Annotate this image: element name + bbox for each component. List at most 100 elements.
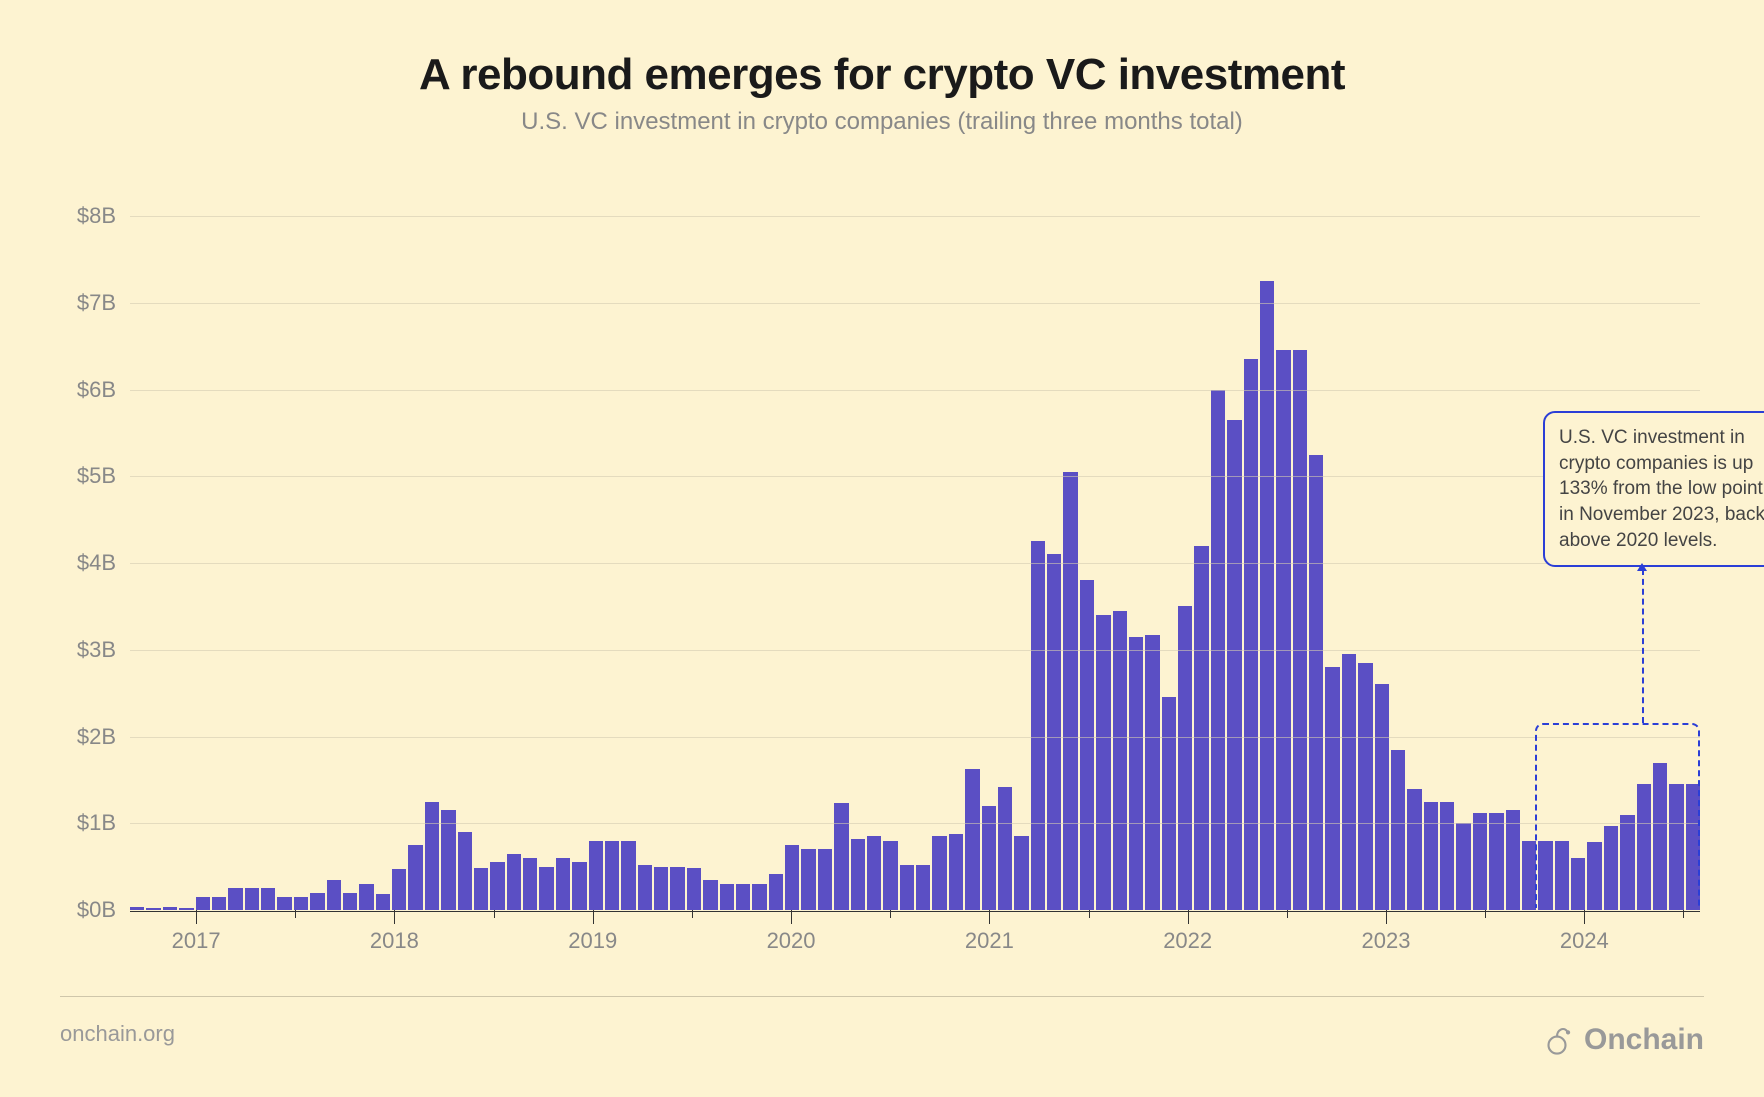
bar <box>801 849 815 910</box>
bar <box>1424 802 1438 910</box>
bar <box>982 806 996 910</box>
bar <box>1342 654 1356 910</box>
bar <box>670 867 684 910</box>
y-tick-label: $8B <box>77 203 130 229</box>
bar <box>277 897 291 910</box>
x-tick-label: 2018 <box>370 928 419 954</box>
bar <box>1080 580 1094 910</box>
bar <box>1375 684 1389 910</box>
bar <box>1489 813 1503 910</box>
gridline <box>130 476 1700 477</box>
bar <box>474 868 488 910</box>
bar <box>605 841 619 910</box>
x-tick-major <box>1386 910 1387 924</box>
bar <box>294 897 308 910</box>
bar <box>654 867 668 910</box>
y-tick-label: $2B <box>77 724 130 750</box>
bar <box>621 841 635 910</box>
bar <box>1194 546 1208 910</box>
bar <box>720 884 734 910</box>
bar <box>1227 420 1241 910</box>
bar <box>458 832 472 910</box>
bar <box>1145 635 1159 910</box>
bar <box>1162 697 1176 910</box>
x-tick-label: 2019 <box>568 928 617 954</box>
callout-box: U.S. VC investment in crypto companies i… <box>1543 411 1764 567</box>
bar <box>146 908 160 910</box>
bar <box>1473 813 1487 910</box>
chart-title: A rebound emerges for crypto VC investme… <box>60 50 1704 100</box>
bar <box>425 802 439 910</box>
bar <box>228 888 242 910</box>
x-tick-major <box>593 910 594 924</box>
bar <box>1309 455 1323 910</box>
bar <box>1407 789 1421 910</box>
y-tick-label: $4B <box>77 550 130 576</box>
footer-divider <box>60 996 1704 997</box>
bar <box>687 868 701 910</box>
bar <box>851 839 865 910</box>
gridline <box>130 650 1700 651</box>
bar <box>965 769 979 910</box>
onchain-icon <box>1540 1023 1574 1057</box>
x-tick-major <box>791 910 792 924</box>
x-tick-label: 2023 <box>1362 928 1411 954</box>
bar <box>1031 541 1045 910</box>
bar <box>376 894 390 910</box>
gridline <box>130 823 1700 824</box>
gridline <box>130 390 1700 391</box>
y-tick-label: $1B <box>77 810 130 836</box>
x-tick-major <box>394 910 395 924</box>
x-tick-minor <box>1287 910 1288 918</box>
gridline <box>130 303 1700 304</box>
bar <box>408 845 422 910</box>
bar <box>1014 836 1028 910</box>
bar <box>507 854 521 910</box>
bar <box>523 858 537 910</box>
x-tick-label: 2024 <box>1560 928 1609 954</box>
x-tick-major <box>196 910 197 924</box>
source-label: onchain.org <box>60 1021 175 1047</box>
bar <box>867 836 881 910</box>
x-tick-minor <box>890 910 891 918</box>
bar <box>1358 663 1372 910</box>
x-tick-label: 2021 <box>965 928 1014 954</box>
bar <box>1293 350 1307 910</box>
y-tick-label: $3B <box>77 637 130 663</box>
bar <box>1047 554 1061 910</box>
bar <box>1129 637 1143 910</box>
bar <box>359 884 373 910</box>
bar <box>900 865 914 910</box>
bar <box>752 884 766 910</box>
y-tick-label: $5B <box>77 463 130 489</box>
bar <box>1440 802 1454 910</box>
x-tick-minor <box>1089 910 1090 918</box>
bar <box>1276 350 1290 910</box>
bar <box>343 893 357 910</box>
bar <box>179 908 193 910</box>
x-tick-major <box>1584 910 1585 924</box>
bar <box>310 893 324 910</box>
bar <box>916 865 930 910</box>
bar <box>572 862 586 910</box>
plot-area: $0B$1B$2B$3B$4B$5B$6B$7B$8B2017201820192… <box>130 190 1700 910</box>
x-tick-minor <box>1683 910 1684 918</box>
x-tick-major <box>989 910 990 924</box>
bar <box>490 862 504 910</box>
bar <box>834 803 848 910</box>
y-tick-label: $6B <box>77 377 130 403</box>
x-axis-line <box>130 911 1700 912</box>
gridline <box>130 563 1700 564</box>
y-tick-label: $0B <box>77 897 130 923</box>
callout-bracket <box>1535 723 1700 908</box>
bar <box>703 880 717 910</box>
bar <box>883 841 897 910</box>
callout-arrow-line <box>1642 569 1644 723</box>
bar <box>441 810 455 910</box>
bar <box>1325 667 1339 910</box>
bar <box>212 897 226 910</box>
bar <box>1456 823 1470 910</box>
bar <box>327 880 341 910</box>
bar <box>245 888 259 910</box>
x-tick-major <box>1188 910 1189 924</box>
